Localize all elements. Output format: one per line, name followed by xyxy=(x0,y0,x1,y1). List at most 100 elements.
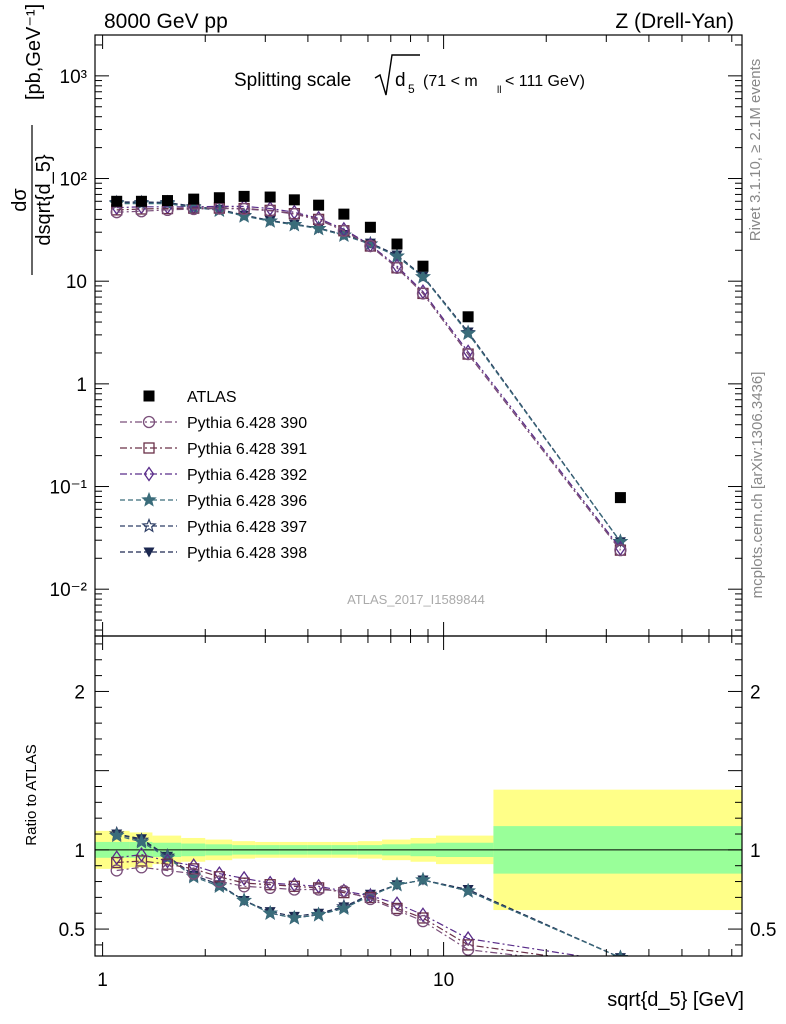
main-data-point xyxy=(391,238,403,250)
ratio-y-tick-label-right: 0.5 xyxy=(750,920,776,941)
legend-marker xyxy=(141,491,157,507)
main-data-point xyxy=(213,192,225,204)
main-data-point xyxy=(288,194,300,206)
main-data-point xyxy=(264,191,276,203)
ratio-series-line xyxy=(116,860,555,956)
main-ylabel: dσ dsqrt{d_5} [pb,GeV⁻¹] xyxy=(9,4,55,275)
ratio-uncertainty-bands xyxy=(95,789,742,911)
main-data-point xyxy=(417,260,429,272)
plot-title-range-post: < 111 GeV) xyxy=(505,73,585,90)
main-data-point xyxy=(162,195,174,207)
ratio-data-point xyxy=(310,906,327,922)
ratio-y-tick-label-right: 2 xyxy=(750,682,761,703)
main-data-point xyxy=(312,213,325,227)
ratio-data-point xyxy=(364,892,377,906)
ratio-data-point xyxy=(111,856,123,869)
plot-title-var: d xyxy=(395,70,406,91)
header-left: 8000 GeV pp xyxy=(104,10,228,33)
ratio-data-point xyxy=(236,892,252,908)
ratio-data-point xyxy=(213,871,226,883)
main-data-point xyxy=(337,224,351,237)
ratio-ylabel: Ratio to ATLAS xyxy=(23,744,40,845)
main-series-line xyxy=(116,207,621,551)
legend-label: Pythia 6.428 392 xyxy=(187,467,307,484)
ratio-data-point xyxy=(390,903,404,917)
ratio-data-point xyxy=(111,850,123,866)
ratio-data-point xyxy=(612,949,629,956)
ratio-data-point xyxy=(264,881,277,895)
main-data-point xyxy=(614,492,626,504)
plot-title-range-pre: (71 < m xyxy=(423,73,478,90)
ratio-data-point xyxy=(135,861,148,874)
main-series-line xyxy=(116,202,621,543)
main-data-point xyxy=(461,347,475,361)
ratio-data-point xyxy=(161,864,174,877)
ratio-data-point xyxy=(187,867,200,880)
main-series-group xyxy=(108,190,629,557)
ratio-data-point xyxy=(286,909,303,925)
y-tick-label: 10² xyxy=(60,170,87,191)
legend-marker xyxy=(142,415,156,429)
ratio-data-point xyxy=(262,905,278,920)
ratio-data-point xyxy=(237,880,251,893)
mcplots-label: mcplots.cern.ch [arXiv:1306.3436] xyxy=(749,372,766,599)
ratio-data-point xyxy=(615,962,626,973)
main-series-line xyxy=(116,203,621,543)
legend-label: Pythia 6.428 390 xyxy=(187,415,307,432)
legend-label: ATLAS xyxy=(187,389,237,406)
plot-title-range-sub: ll xyxy=(497,85,501,96)
ratio-data-point xyxy=(461,943,475,956)
ratio-data-point xyxy=(135,855,148,867)
ratio-data-point xyxy=(416,914,430,928)
ratio-frame xyxy=(94,635,743,957)
sqrt-symbol xyxy=(374,54,420,96)
ratio-data-point xyxy=(108,827,125,843)
plot-title-prefix: Splitting scale xyxy=(234,70,351,91)
main-data-point xyxy=(310,220,327,236)
legend-label: Pythia 6.428 391 xyxy=(187,441,307,458)
axes-group: 1 10 10⁻² 10⁻¹ 1 10 10² 10³ 0.5 0.5 1 1 2 2 xyxy=(50,34,776,991)
main-series-line xyxy=(116,205,621,549)
main-data-point xyxy=(416,287,430,300)
y-tick-label: 10⁻¹ xyxy=(50,478,88,499)
main-data-point xyxy=(286,216,303,232)
ratio-data-point xyxy=(619,954,622,956)
main-data-point xyxy=(135,195,147,207)
ratio-series-line xyxy=(116,853,584,956)
main-data-point xyxy=(111,195,123,207)
y-tick-label: 10 xyxy=(66,272,87,293)
main-data-point xyxy=(264,204,277,217)
xlabel: sqrt{d_5} [GeV] xyxy=(607,989,744,1011)
ratio-data-point xyxy=(462,939,474,951)
ratio-data-point xyxy=(110,864,123,877)
ratio-data-point xyxy=(312,883,325,896)
ratio-data-point xyxy=(615,961,625,971)
ratio-data-point xyxy=(133,833,150,849)
ratio-y-tick-label: 1 xyxy=(74,841,85,862)
main-data-point xyxy=(460,325,476,341)
main-data-point xyxy=(262,212,278,228)
main-data-point xyxy=(364,239,377,253)
main-data-point xyxy=(188,193,200,205)
legend-marker xyxy=(143,466,155,482)
legend-entry-5: Pythia 6.428 397 xyxy=(120,517,307,536)
ratio-data-point xyxy=(288,883,301,896)
legend-entry-1: Pythia 6.428 390 xyxy=(120,415,307,432)
plot-title: Splitting scale d 5 (71 < m ll < 111 GeV… xyxy=(234,54,585,96)
ratio-data-point xyxy=(161,858,174,870)
main-data-point xyxy=(415,268,431,284)
legend-entry-4: Pythia 6.428 396 xyxy=(120,491,307,510)
ratio-data-point xyxy=(460,882,476,898)
watermark: ATLAS_2017_I1589844 xyxy=(347,592,485,607)
ratio-y-tick-label-right: 1 xyxy=(750,841,761,862)
legend-label: Pythia 6.428 396 xyxy=(187,493,307,510)
ratio-data-point xyxy=(136,846,147,863)
y-tick-label: 1 xyxy=(76,375,87,396)
ratio-data-point xyxy=(213,875,226,888)
legend-marker xyxy=(141,517,157,533)
legend-marker xyxy=(143,547,155,558)
legend-entry-6: Pythia 6.428 398 xyxy=(120,545,307,562)
legend-entry-2: Pythia 6.428 391 xyxy=(120,441,307,458)
rivet-label: Rivet 3.1.10, ≥ 2.1M events xyxy=(747,59,764,242)
